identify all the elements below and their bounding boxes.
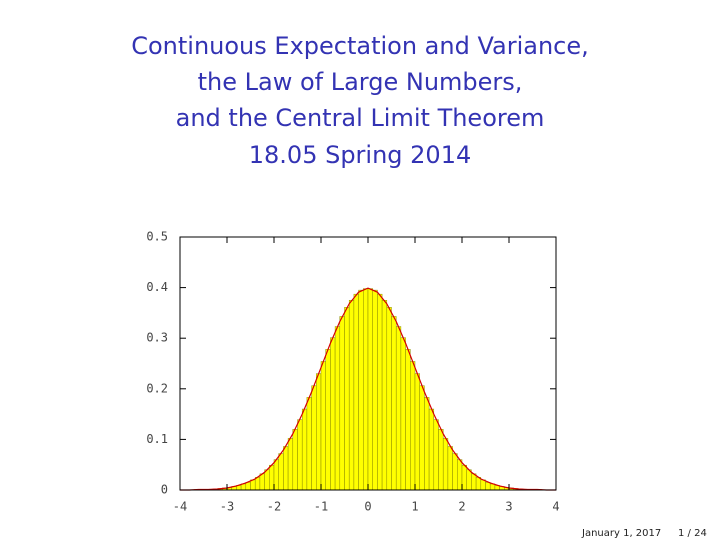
bar [363,288,369,491]
footer-date: January 1, 2017 [581,528,661,539]
bar [471,473,477,491]
bar [287,438,294,491]
title-line: 18.05 Spring 2014 [249,141,472,169]
bar [391,316,397,491]
bar [372,289,378,491]
bar [316,373,322,491]
x-tick-label: 3 [505,500,512,514]
y-tick-label: 0.3 [146,331,168,345]
bar [457,459,463,491]
bar [414,373,420,491]
y-tick-label: 0 [161,483,168,497]
bar [447,446,453,491]
bar [334,326,341,491]
y-tick-label: 0.2 [146,381,168,395]
bar [240,483,247,491]
bar [367,288,373,491]
title-line: and the Central Limit Theorem [176,104,545,132]
bar [353,293,359,491]
bar [381,300,388,491]
bar [301,408,308,491]
bar [259,473,265,491]
bar [438,429,444,491]
footer-page: 1 / 24 [678,528,707,539]
x-tick-label: -3 [220,500,234,514]
bar [461,464,467,491]
bar [283,446,289,491]
bar [475,477,482,491]
bar [358,289,364,491]
bar [400,337,406,491]
bar [273,459,279,491]
bar [292,429,298,491]
bar [297,419,303,491]
bar [442,438,449,491]
bar [311,385,317,491]
bar [424,397,430,491]
bar [330,337,336,491]
title-line: Continuous Expectation and Variance, [131,32,589,60]
bar [269,464,275,491]
y-tick-label: 0.5 [146,230,168,244]
x-tick-label: -1 [314,500,328,514]
bar [348,300,355,491]
bar [428,408,435,491]
bar [320,361,326,491]
x-tick-label: 4 [552,500,559,514]
bar [419,385,425,491]
bar [254,477,261,491]
bar [405,349,411,491]
title-line: the Law of Large Numbers, [198,68,523,96]
bar [278,453,284,491]
bar [339,316,345,491]
y-tick-label: 0.1 [146,432,168,446]
bar [480,479,486,491]
bar [485,482,491,491]
bar [306,397,312,491]
bar [250,479,256,491]
x-tick-label: 1 [411,500,418,514]
bar [433,419,439,491]
bar [395,326,402,491]
bar [245,482,251,491]
x-tick-label: -2 [267,500,281,514]
bar [452,453,458,491]
x-tick-label: -4 [173,500,187,514]
x-tick-label: 2 [458,500,465,514]
y-tick-label: 0.4 [146,280,168,294]
bar [466,469,472,491]
x-tick-label: 0 [364,500,371,514]
bar [325,349,331,491]
bar [489,483,496,491]
bar [377,293,383,491]
density-curve [180,287,556,491]
bar [386,307,392,491]
bar [264,469,270,491]
bar [410,361,416,491]
bar [344,307,350,491]
